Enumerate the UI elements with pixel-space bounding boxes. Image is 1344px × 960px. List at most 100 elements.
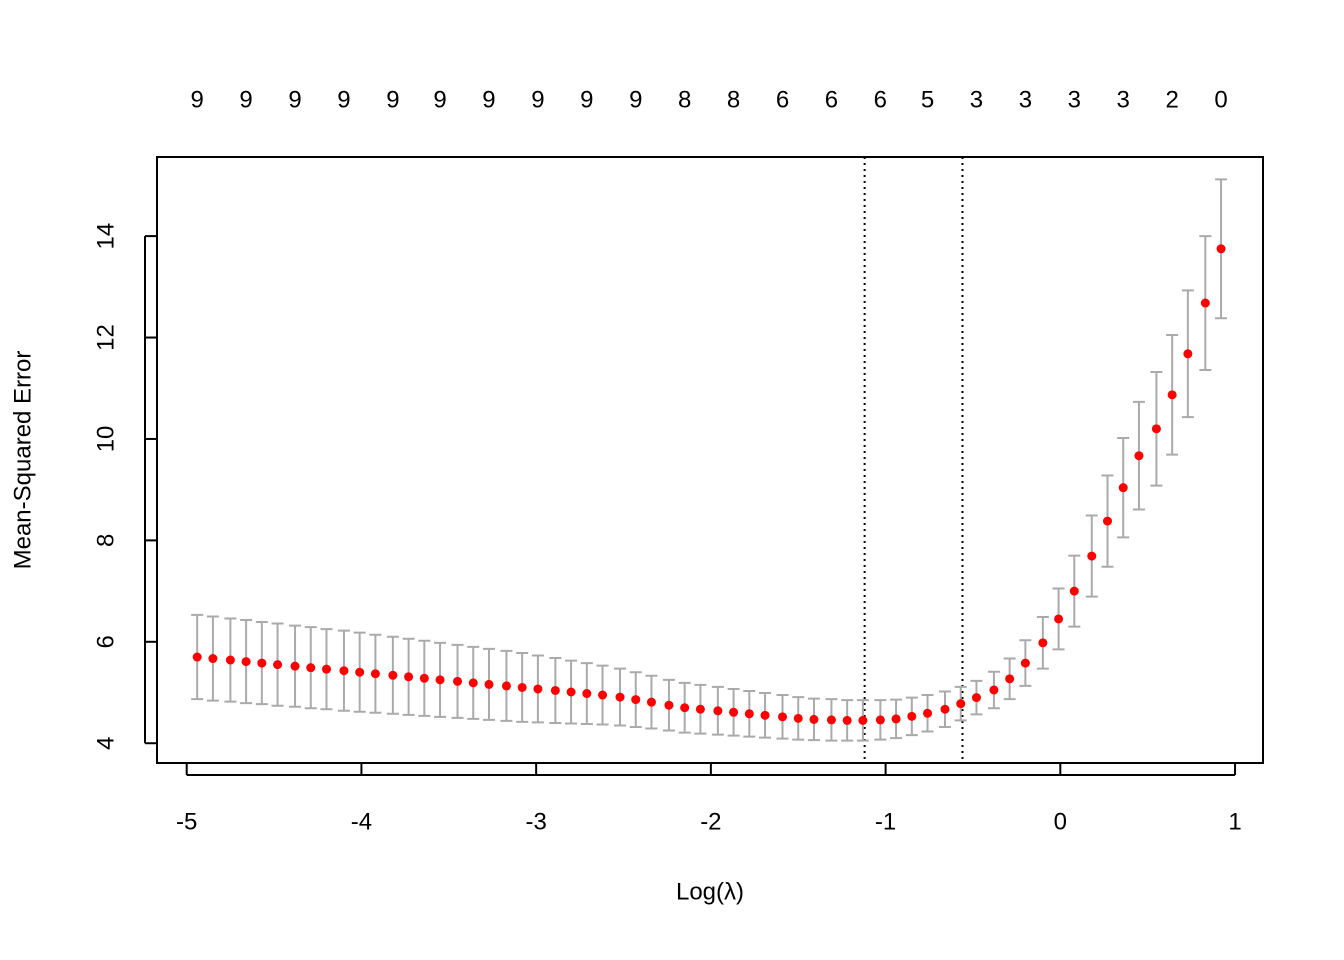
y-tick-label: 12	[92, 324, 119, 351]
point	[858, 715, 868, 725]
point	[713, 706, 723, 716]
top-count-label: 9	[580, 86, 593, 113]
top-count-label: 9	[288, 86, 301, 113]
point	[809, 714, 819, 724]
top-count-label: 6	[776, 86, 789, 113]
point	[1102, 516, 1112, 526]
y-tick-label: 8	[92, 534, 119, 547]
top-count-label: 0	[1214, 86, 1227, 113]
point	[891, 714, 901, 724]
point	[419, 673, 429, 683]
point	[695, 704, 705, 714]
x-tick-label: 0	[1054, 808, 1067, 835]
top-count-label: 9	[191, 86, 204, 113]
point	[956, 699, 966, 709]
top-count-label: 9	[386, 86, 399, 113]
top-count-label: 8	[727, 86, 740, 113]
top-count-label: 8	[678, 86, 691, 113]
point	[826, 715, 836, 725]
top-count-label: 9	[629, 86, 642, 113]
point	[631, 695, 641, 705]
point	[1087, 551, 1097, 561]
plot-frame	[156, 156, 1264, 764]
point	[1134, 451, 1144, 461]
point	[517, 682, 527, 692]
point	[453, 676, 463, 686]
point	[370, 669, 380, 679]
top-count-label: 3	[1019, 86, 1032, 113]
point	[1020, 658, 1030, 668]
point	[435, 675, 445, 685]
top-count-label: 9	[433, 86, 446, 113]
point	[290, 661, 300, 671]
point	[257, 658, 267, 668]
top-count-label: 9	[239, 86, 252, 113]
point	[501, 681, 511, 691]
point	[566, 687, 576, 697]
point	[842, 715, 852, 725]
top-count-label: 3	[1117, 86, 1130, 113]
point	[646, 697, 656, 707]
point	[339, 666, 349, 676]
point	[1069, 586, 1079, 596]
point	[241, 657, 251, 667]
point	[923, 708, 933, 718]
top-count-label: 3	[1068, 86, 1081, 113]
point	[1216, 244, 1226, 254]
point	[1151, 424, 1161, 434]
point	[875, 715, 885, 725]
y-axis-label: Mean-Squared Error	[9, 351, 36, 570]
point	[760, 710, 770, 720]
point	[793, 713, 803, 723]
top-count-label: 2	[1165, 86, 1178, 113]
point	[404, 672, 414, 682]
point	[1054, 614, 1064, 624]
x-tick-label: -1	[875, 808, 896, 835]
point	[306, 663, 316, 673]
top-count-label: 9	[482, 86, 495, 113]
point	[192, 652, 202, 662]
y-tick-label: 4	[92, 737, 119, 750]
point	[355, 667, 365, 677]
point	[273, 660, 283, 670]
point	[680, 703, 690, 713]
point	[615, 692, 625, 702]
point	[729, 707, 739, 717]
top-count-label: 9	[531, 86, 544, 113]
point	[1038, 638, 1048, 648]
point	[1118, 483, 1128, 493]
point	[907, 711, 917, 721]
x-tick-label: -5	[176, 808, 197, 835]
y-tick-label: 14	[92, 223, 119, 250]
point	[1167, 390, 1177, 400]
point	[971, 693, 981, 703]
point	[664, 700, 674, 710]
top-count-label: 9	[337, 86, 350, 113]
point	[321, 664, 331, 674]
point	[533, 684, 543, 694]
x-axis-label: Log(λ)	[676, 878, 744, 905]
top-count-label: 5	[921, 86, 934, 113]
point	[778, 712, 788, 722]
point	[388, 670, 398, 680]
point	[940, 704, 950, 714]
point	[598, 690, 608, 700]
y-tick-label: 10	[92, 426, 119, 453]
x-tick-label: -2	[700, 808, 721, 835]
point	[1200, 298, 1210, 308]
x-tick-label: -3	[525, 808, 546, 835]
y-tick-label: 6	[92, 635, 119, 648]
point	[550, 685, 560, 695]
point	[1005, 674, 1015, 684]
point	[225, 655, 235, 665]
point	[582, 689, 592, 699]
point	[1183, 349, 1193, 359]
point	[744, 709, 754, 719]
point	[208, 654, 218, 664]
x-tick-label: -4	[351, 808, 372, 835]
point	[468, 678, 478, 688]
top-count-label: 6	[874, 86, 887, 113]
point	[989, 685, 999, 695]
top-count-label: 3	[970, 86, 983, 113]
